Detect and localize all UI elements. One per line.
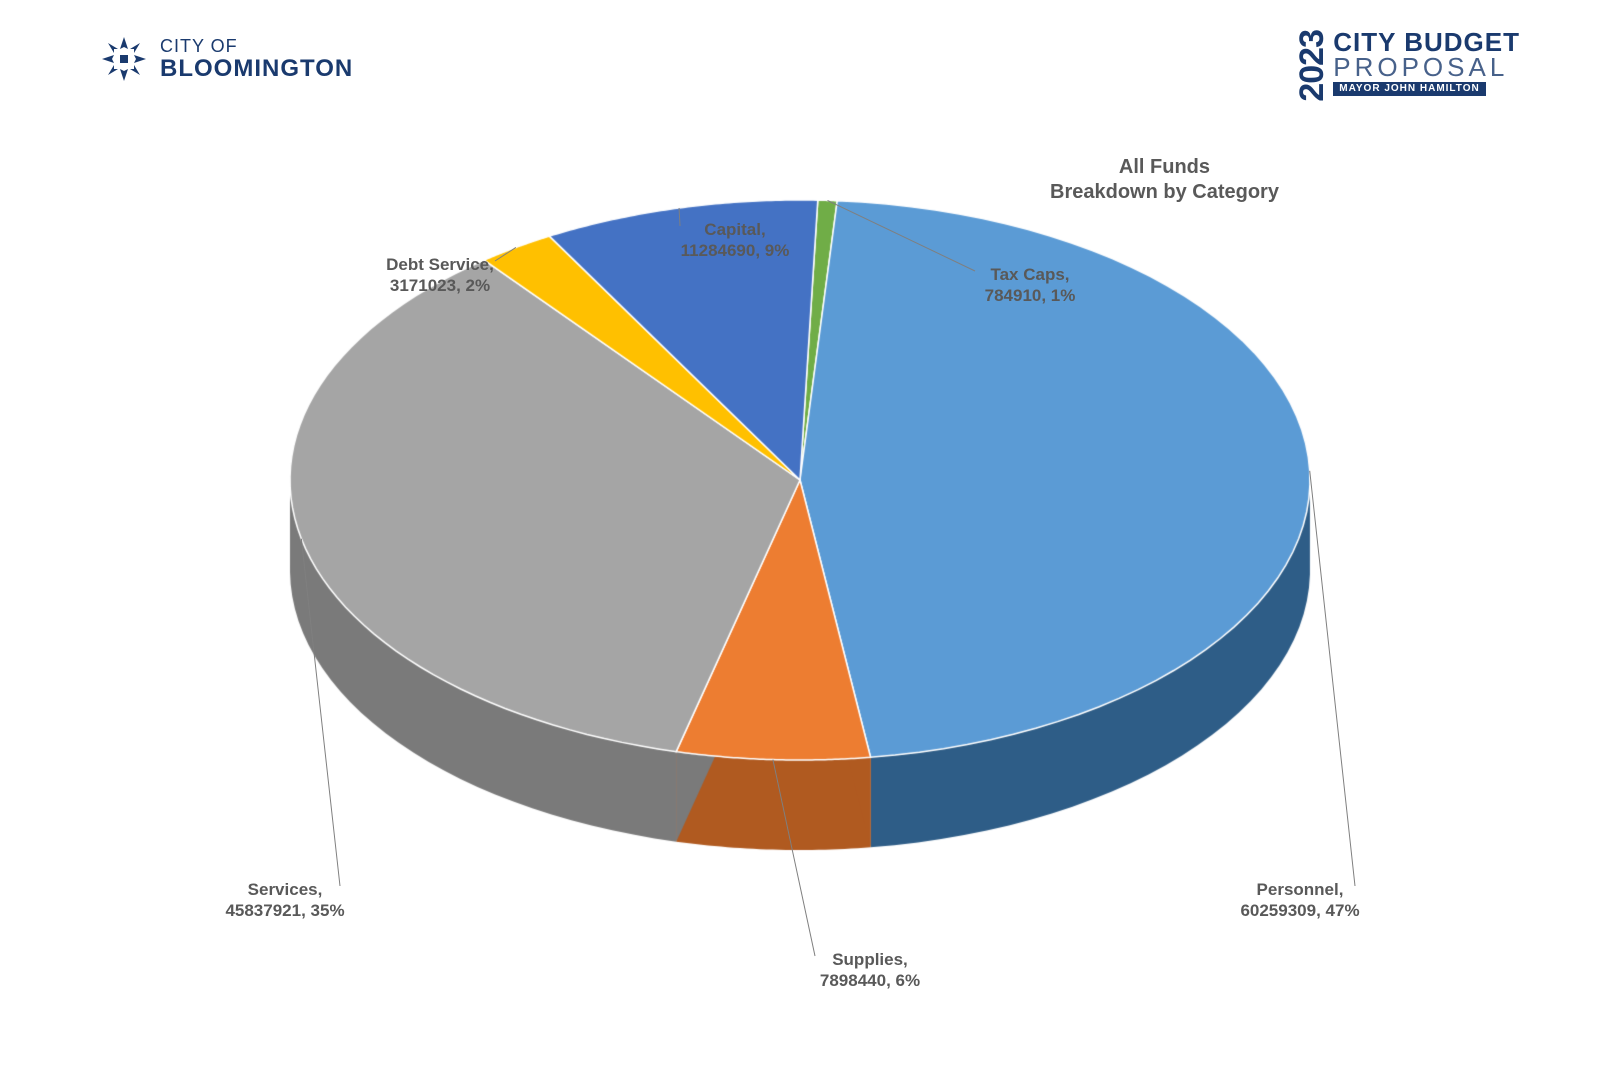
slice-label-tax-caps: Tax Caps,784910, 1%: [985, 264, 1076, 307]
chart-title-line1: All Funds: [1050, 155, 1279, 180]
slice-label-services: Services,45837921, 35%: [225, 879, 344, 922]
slice-label-personnel: Personnel,60259309, 47%: [1240, 879, 1359, 922]
slice-label-debt-service: Debt Service,3171023, 2%: [386, 254, 494, 297]
chart-title-line2: Breakdown by Category: [1050, 180, 1279, 205]
slice-label-supplies: Supplies,7898440, 6%: [820, 949, 920, 992]
slice-label-capital: Capital,11284690, 9%: [681, 219, 790, 262]
chart-title: All Funds Breakdown by Category: [1050, 155, 1279, 205]
chart-area: All Funds Breakdown by Category Tax Caps…: [0, 0, 1620, 1080]
